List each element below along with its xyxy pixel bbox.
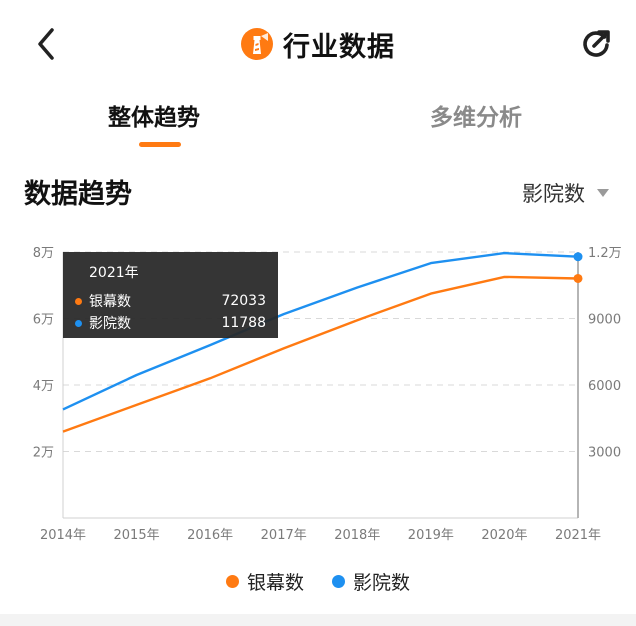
y-right-tick-label: 1.2万 (588, 246, 622, 261)
metric-dropdown[interactable]: 影院数 (522, 178, 609, 208)
x-tick-label: 2018年 (334, 528, 380, 543)
legend-dot-cinemas (332, 575, 345, 588)
legend-item-cinemas[interactable]: 影院数 (332, 568, 410, 595)
x-tick-label: 2015年 (114, 528, 160, 543)
y-left-tick-label: 2万 (33, 446, 54, 461)
legend-dot-screens (225, 575, 239, 588)
active-tab-indicator (139, 142, 181, 147)
y-right-tick-label: 3000 (588, 446, 621, 461)
tab-multi-dimension-analysis[interactable]: 多维分析 (430, 105, 522, 131)
top-navigation-bar: 行业数据 (0, 0, 636, 88)
tooltip-name-cinemas: 影院数 (89, 316, 131, 332)
metric-dropdown-value: 影院数 (522, 182, 585, 206)
tooltip-value-screens: 72033 (221, 293, 266, 309)
tooltip-dot-screens (75, 297, 82, 305)
series-line-1 (62, 251, 579, 411)
series-point-1 (573, 252, 583, 262)
x-tick-label: 2014年 (40, 528, 86, 543)
legend-label-screens: 银幕数 (246, 572, 304, 594)
y-left-tick-label: 6万 (33, 313, 54, 328)
series-line-0 (62, 275, 579, 433)
x-tick-label: 2019年 (408, 528, 454, 543)
y-right-tick-label: 9000 (588, 313, 621, 328)
x-tick-label: 2016年 (187, 528, 233, 543)
series-point-0 (573, 273, 583, 283)
y-right-tick-label: 6000 (588, 379, 621, 394)
tooltip-value-cinemas: 11788 (221, 315, 266, 331)
x-tick-label: 2017年 (261, 528, 307, 543)
refresh-icon[interactable] (578, 26, 614, 62)
tooltip-row-screens: 银幕数 72033 (75, 290, 266, 312)
chart-legend: 银幕数 影院数 (0, 568, 636, 595)
x-tick-label: 2021年 (555, 528, 601, 543)
chevron-left-icon[interactable] (30, 24, 66, 64)
tab-overall-trend[interactable]: 整体趋势 (108, 105, 200, 131)
tooltip-row-cinemas: 影院数 11788 (75, 312, 266, 334)
caret-down-icon (597, 189, 609, 197)
tooltip-dot-cinemas (75, 319, 82, 327)
page-title: 行业数据 (283, 31, 395, 63)
legend-item-screens[interactable]: 银幕数 (225, 568, 304, 595)
y-left-tick-label: 8万 (33, 246, 54, 261)
bottom-divider (0, 614, 636, 626)
lighthouse-logo-icon (241, 28, 273, 60)
x-tick-label: 2020年 (481, 528, 527, 543)
tooltip-title: 2021年 (89, 265, 139, 281)
tooltip-name-screens: 银幕数 (89, 294, 131, 310)
legend-label-cinemas: 影院数 (353, 572, 411, 594)
trend-line-chart[interactable]: 2万 4万 6万 8万 3000 6000 9000 1.2万 2014年 2015年 2016年 2… (0, 230, 636, 550)
page-title-group: 行业数据 (0, 22, 636, 66)
chart-tooltip: 2021年 银幕数 72033 影院数 11788 (63, 252, 278, 338)
section-title: 数据趋势 (24, 179, 132, 210)
y-left-tick-label: 4万 (33, 379, 54, 394)
tab-bar: 整体趋势 多维分析 (0, 90, 636, 156)
